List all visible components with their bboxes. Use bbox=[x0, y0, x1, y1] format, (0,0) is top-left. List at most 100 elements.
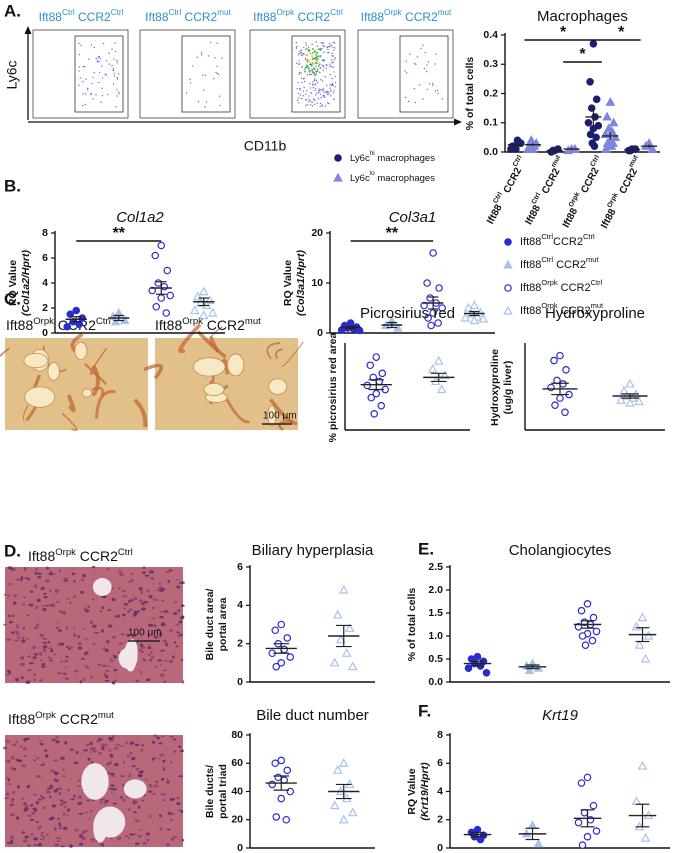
nucleus bbox=[58, 610, 62, 614]
nucleus bbox=[77, 642, 83, 646]
flow-event bbox=[327, 45, 329, 48]
flow-event bbox=[321, 80, 324, 82]
flow-event bbox=[311, 101, 313, 103]
flow-event bbox=[333, 90, 336, 92]
flow-event bbox=[318, 88, 320, 90]
nucleus bbox=[130, 579, 134, 582]
flow-event bbox=[319, 72, 321, 74]
data-point bbox=[332, 765, 343, 774]
y-tick-label: 8 bbox=[42, 227, 48, 239]
data-point bbox=[583, 832, 592, 841]
data-point bbox=[332, 609, 343, 619]
legend-label: Ift88Orpk CCR2mut bbox=[520, 301, 604, 317]
data-point bbox=[369, 373, 378, 382]
flow-event bbox=[332, 55, 334, 57]
nucleus bbox=[45, 790, 51, 794]
flow-event bbox=[330, 89, 332, 92]
data-point bbox=[556, 394, 564, 402]
nucleus bbox=[8, 582, 13, 586]
nucleus bbox=[37, 572, 42, 575]
panel-label: F. bbox=[418, 701, 431, 720]
flow-event bbox=[310, 92, 312, 94]
nucleus bbox=[69, 601, 72, 605]
data-point bbox=[626, 146, 635, 155]
nucleus bbox=[19, 745, 24, 748]
nucleus bbox=[68, 844, 73, 848]
flow-event bbox=[113, 75, 116, 77]
data-point bbox=[640, 653, 651, 663]
nucleus bbox=[34, 584, 38, 588]
chart-title: Bile duct number bbox=[256, 707, 369, 724]
nucleus bbox=[42, 607, 47, 612]
text-part: macrophages bbox=[375, 153, 435, 164]
nucleus bbox=[22, 747, 28, 751]
flow-event bbox=[305, 98, 308, 101]
collagen bbox=[22, 404, 29, 422]
vessel bbox=[192, 357, 226, 377]
data-point bbox=[423, 279, 431, 287]
flow-event bbox=[105, 74, 107, 76]
nucleus bbox=[123, 603, 129, 606]
nucleus bbox=[15, 816, 20, 820]
data-point bbox=[631, 796, 642, 805]
flow-event bbox=[303, 77, 305, 80]
nucleus bbox=[80, 578, 85, 582]
superscript: Ctrl bbox=[492, 191, 504, 205]
nucleus bbox=[84, 811, 88, 814]
y-tick-label: 6 bbox=[437, 757, 443, 769]
nucleus bbox=[158, 582, 162, 586]
flow-event bbox=[317, 55, 320, 58]
flow-event bbox=[203, 89, 205, 91]
nucleus bbox=[120, 633, 125, 635]
nucleus bbox=[48, 647, 53, 650]
nucleus bbox=[162, 669, 168, 672]
nucleus bbox=[131, 633, 136, 638]
data-point bbox=[274, 773, 283, 782]
nucleus bbox=[41, 604, 45, 607]
nucleus bbox=[145, 779, 148, 782]
flow-event bbox=[426, 64, 428, 66]
flow-event bbox=[327, 102, 329, 104]
nucleus bbox=[79, 680, 82, 684]
flow-event bbox=[324, 105, 327, 107]
flow-event bbox=[201, 51, 203, 54]
data-point bbox=[517, 139, 525, 148]
nucleus bbox=[8, 614, 11, 618]
nucleus bbox=[47, 640, 51, 644]
nucleus bbox=[148, 570, 153, 574]
nucleus bbox=[86, 744, 90, 747]
flow-event bbox=[416, 56, 419, 58]
data-point bbox=[160, 282, 169, 291]
collagen bbox=[280, 341, 304, 367]
nucleus bbox=[144, 574, 150, 577]
nucleus bbox=[63, 672, 67, 676]
flow-event bbox=[100, 65, 103, 67]
flow-event bbox=[209, 41, 212, 44]
flow-event bbox=[320, 88, 322, 91]
nucleus bbox=[159, 827, 163, 831]
text-part: Ift88 bbox=[6, 317, 33, 333]
flow-event bbox=[304, 56, 307, 59]
nucleus bbox=[161, 766, 165, 769]
flow-event bbox=[316, 92, 318, 95]
chart-title: Picrosirius red bbox=[360, 305, 455, 322]
flow-event bbox=[314, 61, 317, 64]
flow-event bbox=[299, 71, 301, 74]
scale-bar-label: 100 μm bbox=[128, 628, 162, 639]
nucleus bbox=[112, 680, 116, 685]
nucleus bbox=[77, 801, 83, 805]
nucleus bbox=[44, 579, 50, 583]
lumen bbox=[118, 647, 138, 669]
nucleus bbox=[146, 589, 150, 593]
flow-event bbox=[296, 88, 298, 90]
nucleus bbox=[110, 772, 115, 776]
nucleus bbox=[44, 749, 48, 753]
data-point bbox=[338, 757, 349, 767]
nucleus bbox=[102, 595, 107, 599]
superscript: Orpk bbox=[384, 8, 403, 17]
flow-event bbox=[314, 78, 316, 80]
collagen bbox=[91, 364, 100, 397]
flow-event bbox=[300, 54, 302, 56]
flow-event bbox=[114, 42, 116, 44]
image-label: Ift88Orpk CCR2mut bbox=[155, 316, 261, 333]
